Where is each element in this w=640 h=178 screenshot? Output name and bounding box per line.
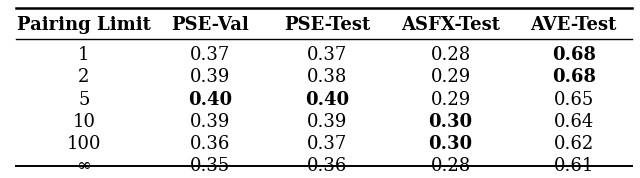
Text: 0.39: 0.39 [307,113,348,131]
Text: 0.37: 0.37 [307,135,348,153]
Text: 0.37: 0.37 [307,46,348,64]
Text: 0.30: 0.30 [429,113,472,131]
Text: 10: 10 [72,113,95,131]
Text: 0.39: 0.39 [190,69,230,87]
Text: 0.68: 0.68 [552,69,596,87]
Text: Pairing Limit: Pairing Limit [17,16,151,34]
Text: 0.29: 0.29 [431,91,470,109]
Text: 1: 1 [78,46,90,64]
Text: 2: 2 [78,69,90,87]
Text: 0.40: 0.40 [188,91,232,109]
Text: 0.39: 0.39 [190,113,230,131]
Text: ∞: ∞ [76,157,92,176]
Text: 0.36: 0.36 [307,157,348,176]
Text: AVE-Test: AVE-Test [531,16,617,34]
Text: 0.35: 0.35 [190,157,230,176]
Text: PSE-Val: PSE-Val [172,16,249,34]
Text: 0.29: 0.29 [431,69,470,87]
Text: ASFX-Test: ASFX-Test [401,16,500,34]
Text: 0.65: 0.65 [554,91,594,109]
Text: 0.64: 0.64 [554,113,594,131]
Text: 0.28: 0.28 [431,46,470,64]
Text: 0.37: 0.37 [190,46,230,64]
Text: 0.38: 0.38 [307,69,348,87]
Text: 0.40: 0.40 [305,91,349,109]
Text: 0.61: 0.61 [554,157,594,176]
Text: 0.30: 0.30 [429,135,472,153]
Text: PSE-Test: PSE-Test [284,16,371,34]
Text: 0.36: 0.36 [190,135,230,153]
Text: 0.28: 0.28 [431,157,470,176]
Text: 100: 100 [67,135,101,153]
Text: 0.68: 0.68 [552,46,596,64]
Text: 0.62: 0.62 [554,135,594,153]
Text: 5: 5 [78,91,90,109]
